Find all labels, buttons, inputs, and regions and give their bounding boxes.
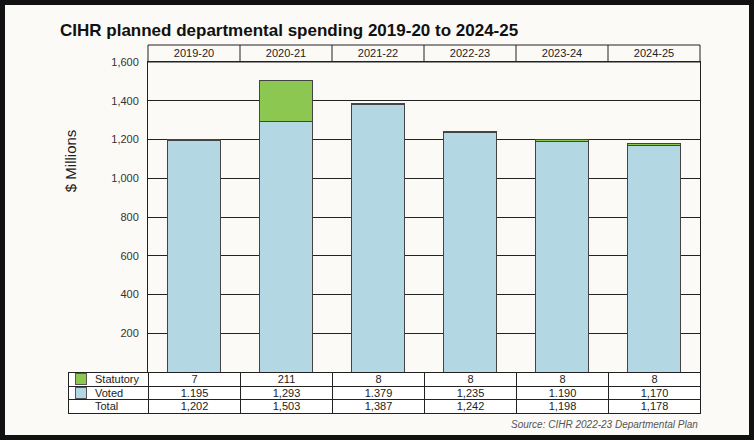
html-text:Statutory: Statutory (95, 373, 139, 386)
html-text:1.195: 1.195 (180, 386, 209, 399)
svg-text:600: 600 (120, 250, 138, 262)
svg-text:Source: CIHR 2022-23 Departmen: Source: CIHR 2022-23 Departmental Plan (511, 419, 698, 430)
svg-text:2019-20: 2019-20 (174, 47, 214, 59)
html-text:1,202: 1,202 (180, 400, 209, 413)
svg-text:200: 200 (120, 327, 138, 339)
svg-text:1,400: 1,400 (111, 95, 139, 107)
svg-text:1,600: 1,600 (111, 56, 139, 68)
html-text:1,503: 1,503 (272, 400, 301, 413)
svg-text:2020-21: 2020-21 (266, 47, 306, 59)
html-text:1,178: 1,178 (640, 400, 669, 413)
html-text:Total: Total (95, 400, 119, 413)
html-text:1,387: 1,387 (364, 400, 393, 413)
html-text:8: 8 (467, 373, 474, 386)
svg-text:2023-24: 2023-24 (542, 47, 582, 59)
html-text:7: 7 (191, 373, 198, 386)
html-text:Voted: Voted (95, 386, 124, 399)
svg-text:2021-22: 2021-22 (358, 47, 398, 59)
svg-text:1,000: 1,000 (111, 172, 139, 184)
svg-text:2022-23: 2022-23 (450, 47, 490, 59)
svg-text:1,200: 1,200 (111, 133, 139, 145)
html-text:1,198: 1,198 (548, 400, 577, 413)
html-text:8: 8 (651, 373, 658, 386)
html-text:1,170: 1,170 (640, 386, 669, 399)
html-text:1,293: 1,293 (272, 386, 301, 399)
svg-text:800: 800 (120, 211, 138, 223)
html-text:1,235: 1,235 (456, 386, 485, 399)
html-text:8: 8 (559, 373, 566, 386)
svg-text:2024-25: 2024-25 (634, 47, 674, 59)
html-text:8: 8 (375, 373, 382, 386)
svg-text:CIHR planned departmental spen: CIHR planned departmental spending 2019-… (60, 21, 518, 40)
html-text:1.190: 1.190 (548, 386, 577, 399)
html-text:211: 211 (277, 373, 296, 386)
html-text:1.379: 1.379 (364, 386, 393, 399)
svg-text:$ Millions: $ Millions (62, 130, 79, 193)
html-text:1,242: 1,242 (456, 400, 485, 413)
svg-text:400: 400 (120, 288, 138, 300)
